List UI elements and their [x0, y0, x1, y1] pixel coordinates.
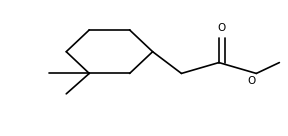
Text: O: O [248, 76, 256, 86]
Text: O: O [218, 23, 226, 33]
